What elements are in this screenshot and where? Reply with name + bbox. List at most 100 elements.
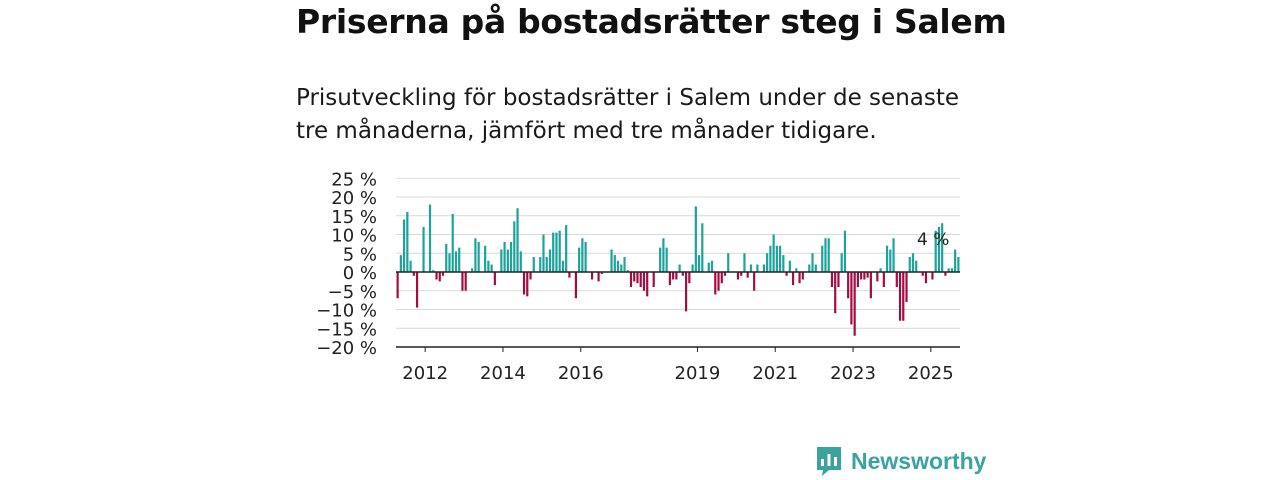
x-tick-label: 2014	[480, 363, 526, 384]
bar	[513, 221, 516, 273]
bar	[697, 255, 701, 273]
bar	[678, 264, 681, 272]
bar	[924, 272, 928, 284]
bar	[941, 223, 944, 272]
bar	[779, 245, 782, 272]
bar	[493, 272, 496, 286]
bar	[814, 264, 817, 272]
bar	[451, 213, 454, 273]
bar	[503, 242, 506, 272]
bar	[775, 245, 778, 272]
chart-title: Priserna på bostadsrätter steg i Salem	[296, 2, 1007, 41]
bar	[853, 272, 856, 336]
bar	[659, 247, 662, 273]
bar	[885, 245, 889, 272]
bar	[714, 272, 717, 295]
y-tick-label: 10 %	[331, 226, 377, 247]
y-tick-label: 0 %	[343, 263, 377, 284]
bar	[898, 272, 902, 321]
bar	[720, 272, 723, 284]
bar	[921, 272, 924, 276]
y-tick-label: −5 %	[328, 282, 377, 303]
bar	[740, 272, 743, 276]
bar	[879, 268, 882, 272]
x-tick-label: 2025	[908, 363, 954, 384]
bar	[749, 264, 753, 272]
bar	[629, 272, 633, 287]
bar	[892, 238, 895, 272]
bar	[665, 247, 668, 273]
bar	[889, 249, 892, 272]
bar	[500, 249, 503, 272]
bar	[801, 272, 804, 280]
bar	[555, 232, 558, 273]
bar	[464, 272, 467, 291]
bar	[954, 249, 957, 272]
bar	[944, 272, 947, 276]
bar	[834, 272, 837, 314]
bar	[710, 260, 714, 272]
bar	[947, 268, 950, 272]
y-tick-label: −20 %	[316, 338, 377, 359]
bar	[474, 238, 477, 272]
bar	[428, 204, 432, 272]
bar	[461, 272, 464, 291]
bar	[830, 272, 834, 287]
bar	[412, 272, 415, 276]
bar	[746, 272, 749, 278]
bar	[681, 272, 684, 276]
bar	[827, 238, 830, 272]
bar	[532, 257, 535, 272]
y-tick-label: −10 %	[316, 301, 377, 322]
bar	[808, 264, 811, 272]
bar	[591, 272, 594, 280]
bar	[895, 272, 898, 287]
bar	[454, 251, 458, 273]
bar	[529, 272, 532, 280]
y-tick-label: 15 %	[331, 207, 377, 228]
bar	[477, 242, 480, 272]
latest-value-label: 4 %	[917, 230, 949, 250]
bar	[584, 242, 587, 272]
bar	[701, 223, 704, 272]
bar	[743, 253, 746, 272]
bar	[876, 272, 879, 282]
bar	[785, 272, 788, 276]
bar	[860, 272, 863, 280]
bar	[490, 264, 493, 272]
bar	[600, 272, 603, 274]
x-tick-label: 2012	[402, 363, 448, 384]
bar	[668, 272, 671, 286]
bar	[931, 272, 934, 280]
bar-chart: 25 %20 %15 %10 %5 %0 %−5 %−10 %−15 %−20 …	[316, 169, 960, 384]
bar	[639, 272, 642, 287]
bar	[484, 245, 487, 272]
bar	[558, 230, 561, 272]
x-tick-label: 2021	[752, 363, 798, 384]
bar	[837, 272, 840, 287]
bar	[727, 253, 730, 272]
bar	[409, 260, 412, 272]
bar	[633, 272, 636, 282]
bar	[487, 260, 490, 272]
bar	[620, 264, 623, 272]
bar	[850, 272, 853, 325]
bar	[937, 227, 941, 272]
x-tick-label: 2016	[558, 363, 604, 384]
bar	[866, 272, 869, 278]
bar	[756, 264, 759, 272]
bar	[610, 249, 613, 272]
bar	[448, 253, 451, 272]
grid-lines	[396, 177, 960, 348]
bar	[545, 257, 548, 272]
bar	[882, 272, 885, 287]
y-tick-label: 25 %	[331, 169, 377, 190]
bars	[396, 204, 960, 336]
bar	[435, 272, 438, 280]
bar	[396, 272, 399, 299]
bar	[539, 257, 542, 272]
newsworthy-logo-text: Newsworthy	[851, 447, 987, 474]
bar	[769, 245, 772, 272]
bar	[824, 238, 827, 272]
bar	[863, 272, 866, 280]
